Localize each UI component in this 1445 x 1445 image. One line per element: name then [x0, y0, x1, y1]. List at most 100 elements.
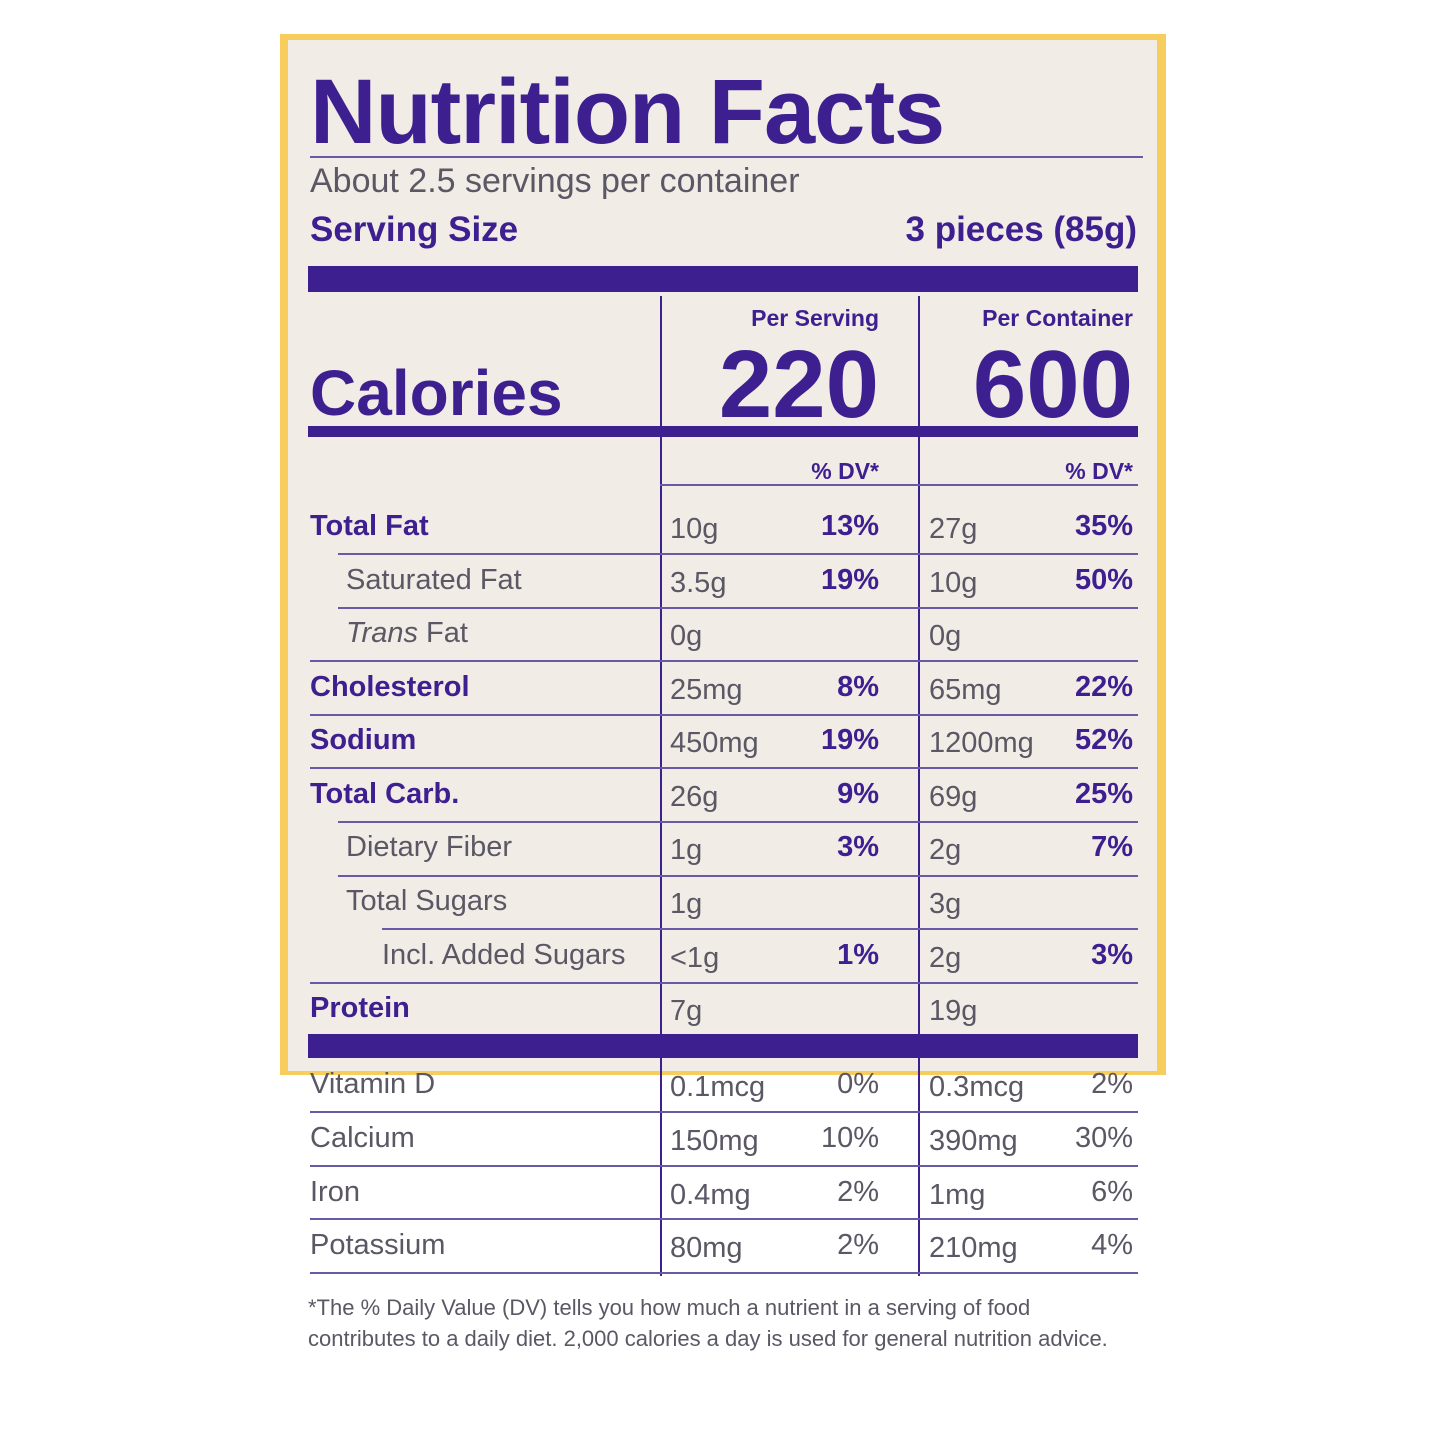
nutrient-name: Total Sugars [346, 885, 508, 917]
container-amount: 1200mg [929, 727, 1034, 759]
serving-dv: 0% [837, 1068, 879, 1100]
row-divider [338, 607, 1138, 609]
dv-header-container: % DV* [1065, 458, 1133, 484]
thick-bar-calories [308, 426, 1138, 437]
container-dv: 52% [1074, 724, 1133, 756]
row-divider [338, 821, 1138, 823]
container-amount: 69g [929, 781, 978, 813]
thick-bar-top [308, 266, 1138, 292]
row-divider [310, 767, 1138, 769]
vitamin-row-potassium: Potassium 80mg 2% 210mg 4% [288, 1219, 1157, 1273]
nutrient-row-total-fat: Total Fat 10g 13% 27g 35% [288, 500, 1157, 554]
servings-per-container: About 2.5 servings per container [310, 162, 800, 200]
daily-value-footnote: *The % Daily Value (DV) tells you how mu… [308, 1295, 1108, 1351]
serving-dv: 10% [820, 1122, 879, 1154]
container-dv: 3% [1091, 939, 1133, 971]
vitamin-name: Vitamin D [310, 1068, 436, 1100]
nutrient-name: Sodium [310, 724, 417, 756]
row-divider [338, 875, 1138, 877]
serving-dv: 19% [820, 724, 879, 756]
label-border: Nutrition Facts About 2.5 servings per c… [280, 34, 1166, 1075]
row-divider [310, 1218, 1138, 1220]
container-amount: 0.3mcg [929, 1071, 1025, 1103]
nutrient-row-protein: Protein 7g 19g [288, 982, 1157, 1036]
serving-dv: 13% [820, 510, 879, 542]
nutrient-name: Trans Fat [346, 617, 468, 650]
serving-amount: 150mg [670, 1125, 759, 1157]
label-title: Nutrition Facts [310, 61, 945, 163]
container-dv: 35% [1074, 510, 1133, 542]
container-dv: 30% [1074, 1122, 1133, 1154]
nutrient-name: Incl. Added Sugars [382, 939, 626, 971]
row-divider [338, 553, 1138, 555]
serving-amount: 0g [670, 620, 703, 652]
row-divider [382, 928, 1138, 930]
serving-amount: 0.4mg [670, 1179, 751, 1211]
nutrient-row-total-sugars: Total Sugars 1g 3g [288, 875, 1157, 929]
calories-per-container: 600 [972, 331, 1133, 438]
container-amount: 10g [929, 567, 978, 599]
container-amount: 19g [929, 995, 978, 1027]
row-divider [310, 714, 1138, 716]
nutrient-row-sodium: Sodium 450mg 19% 1200mg 52% [288, 714, 1157, 768]
row-divider [310, 982, 1138, 984]
nutrient-name: Protein [310, 992, 410, 1024]
vitamin-name: Calcium [310, 1122, 415, 1154]
vitamin-name: Iron [310, 1176, 360, 1208]
serving-dv: 9% [837, 778, 879, 810]
nutrient-row-saturated-fat: Saturated Fat 3.5g 19% 10g 50% [288, 554, 1157, 608]
dv-header-serving: % DV* [811, 458, 879, 484]
serving-amount: 3.5g [670, 567, 727, 599]
serving-amount: 10g [670, 513, 719, 545]
container-amount: 0g [929, 620, 962, 652]
container-amount: 65mg [929, 674, 1002, 706]
nutrient-row-trans-fat: Trans Fat 0g 0g [288, 607, 1157, 661]
nutrient-row-dietary-fiber: Dietary Fiber 1g 3% 2g 7% [288, 821, 1157, 875]
serving-size-value: 3 pieces (85g) [905, 210, 1138, 249]
nutrient-name: Total Carb. [310, 778, 460, 810]
serving-dv: 19% [820, 564, 879, 596]
serving-size-label: Serving Size [310, 210, 519, 249]
row-divider [310, 660, 1138, 662]
calories-label: Calories [310, 357, 563, 429]
container-amount: 390mg [929, 1125, 1018, 1157]
container-amount: 2g [929, 942, 962, 974]
serving-amount: 0.1mcg [670, 1071, 766, 1103]
container-amount: 1mg [929, 1179, 986, 1211]
container-amount: 27g [929, 513, 978, 545]
container-dv: 50% [1074, 564, 1133, 596]
dv-header-divider [660, 484, 1138, 486]
column-divider-container [918, 296, 920, 1034]
trans-rest: Fat [417, 617, 468, 649]
nutrient-row-cholesterol: Cholesterol 25mg 8% 65mg 22% [288, 661, 1157, 715]
nutrient-row-added-sugars: Incl. Added Sugars <1g 1% 2g 3% [288, 929, 1157, 983]
trans-italic: Trans [346, 617, 418, 649]
serving-dv: 2% [837, 1229, 879, 1261]
row-divider [310, 1111, 1138, 1113]
serving-amount: <1g [670, 942, 720, 974]
container-amount: 210mg [929, 1232, 1018, 1264]
nutrient-name: Total Fat [310, 510, 429, 542]
per-serving-header: Per Serving [751, 305, 879, 331]
serving-amount: 80mg [670, 1232, 743, 1264]
container-dv: 6% [1091, 1176, 1133, 1208]
vitamin-row-iron: Iron 0.4mg 2% 1mg 6% [288, 1166, 1157, 1220]
nutrition-facts-panel: Nutrition Facts About 2.5 servings per c… [288, 40, 1157, 1071]
column-divider-serving [660, 1058, 662, 1276]
container-dv: 25% [1074, 778, 1133, 810]
serving-dv: 8% [837, 671, 879, 703]
serving-amount: 26g [670, 781, 719, 813]
vitamin-name: Potassium [310, 1229, 446, 1261]
serving-dv: 1% [837, 939, 879, 971]
nutrient-name: Dietary Fiber [346, 831, 512, 863]
nutrient-name: Saturated Fat [346, 564, 522, 596]
container-amount: 3g [929, 888, 962, 920]
vitamin-row-vitamin-d: Vitamin D 0.1mcg 0% 0.3mcg 2% [288, 1058, 1157, 1112]
serving-amount: 25mg [670, 674, 743, 706]
serving-amount: 1g [670, 888, 703, 920]
container-dv: 4% [1091, 1229, 1133, 1261]
nutrient-name: Cholesterol [310, 671, 470, 703]
container-dv: 22% [1074, 671, 1133, 703]
container-dv: 7% [1091, 831, 1133, 863]
serving-dv: 3% [837, 831, 879, 863]
